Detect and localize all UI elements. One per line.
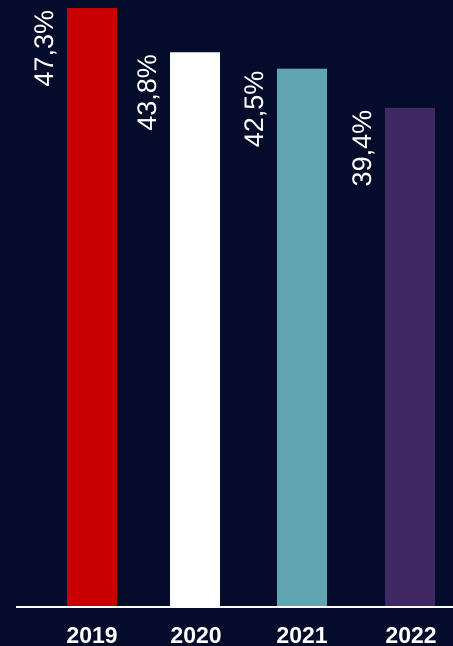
value-label-2022: 39,4% — [347, 110, 377, 187]
bar-2019 — [67, 8, 117, 606]
bar-2022 — [385, 107, 435, 606]
category-label-2019: 2019 — [66, 622, 117, 646]
value-label-2020: 43,8% — [132, 54, 162, 131]
category-label-2022: 2022 — [385, 622, 436, 646]
category-label-2020: 2020 — [170, 622, 221, 646]
bar-2021 — [277, 68, 327, 606]
category-label-2021: 2021 — [276, 622, 327, 646]
bar-2020 — [170, 52, 220, 607]
value-label-2021: 42,5% — [239, 71, 269, 148]
value-label-2019: 47,3% — [29, 10, 59, 87]
